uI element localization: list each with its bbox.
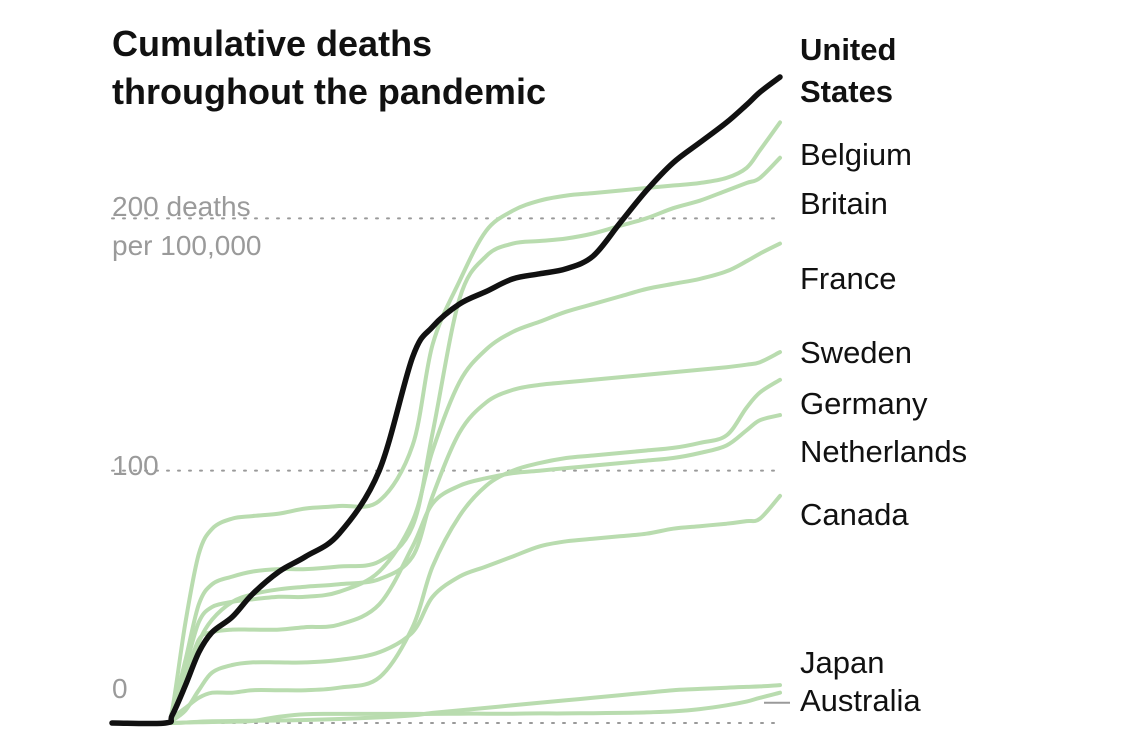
series-label-japan: Japan	[800, 645, 884, 680]
series-label-germany: Germany	[800, 386, 928, 421]
y-axis-labels: 0 100 200 deaths per 100,000	[112, 191, 261, 704]
series-line-britain	[110, 155, 782, 726]
y-axis-label-0: 0	[112, 673, 128, 704]
series-label-britain: Britain	[800, 186, 888, 221]
series-line-germany	[110, 377, 782, 726]
series-labels: Belgium Britain France Sweden Germany Netherl…	[764, 32, 967, 718]
y-axis-label-200-line-1: 200 deaths	[112, 191, 251, 222]
series-line-sweden	[110, 350, 782, 726]
series-label-belgium: Belgium	[800, 137, 912, 172]
series-line-belgium	[110, 120, 782, 726]
series-line-netherlands	[110, 413, 782, 726]
series-label-canada: Canada	[800, 497, 909, 532]
chart-title-line-1: Cumulative deaths	[112, 23, 432, 64]
chart-title-line-2: throughout the pandemic	[112, 71, 546, 112]
series-line-france	[110, 241, 782, 726]
series-label-australia: Australia	[800, 683, 921, 718]
series-label-france: France	[800, 261, 896, 296]
series-line-australia	[110, 690, 782, 726]
series-lines	[109, 74, 783, 727]
series-label-united-states-line-2: States	[800, 74, 893, 109]
series-label-sweden: Sweden	[800, 335, 912, 370]
gridlines	[111, 217, 781, 724]
y-axis-label-100: 100	[112, 450, 159, 481]
y-axis-label-200-line-2: per 100,000	[112, 230, 261, 261]
series-label-netherlands: Netherlands	[800, 434, 967, 469]
series-line-united-states	[109, 74, 783, 727]
series-line-canada	[110, 493, 782, 726]
series-label-united-states-line-1: United	[800, 32, 896, 67]
